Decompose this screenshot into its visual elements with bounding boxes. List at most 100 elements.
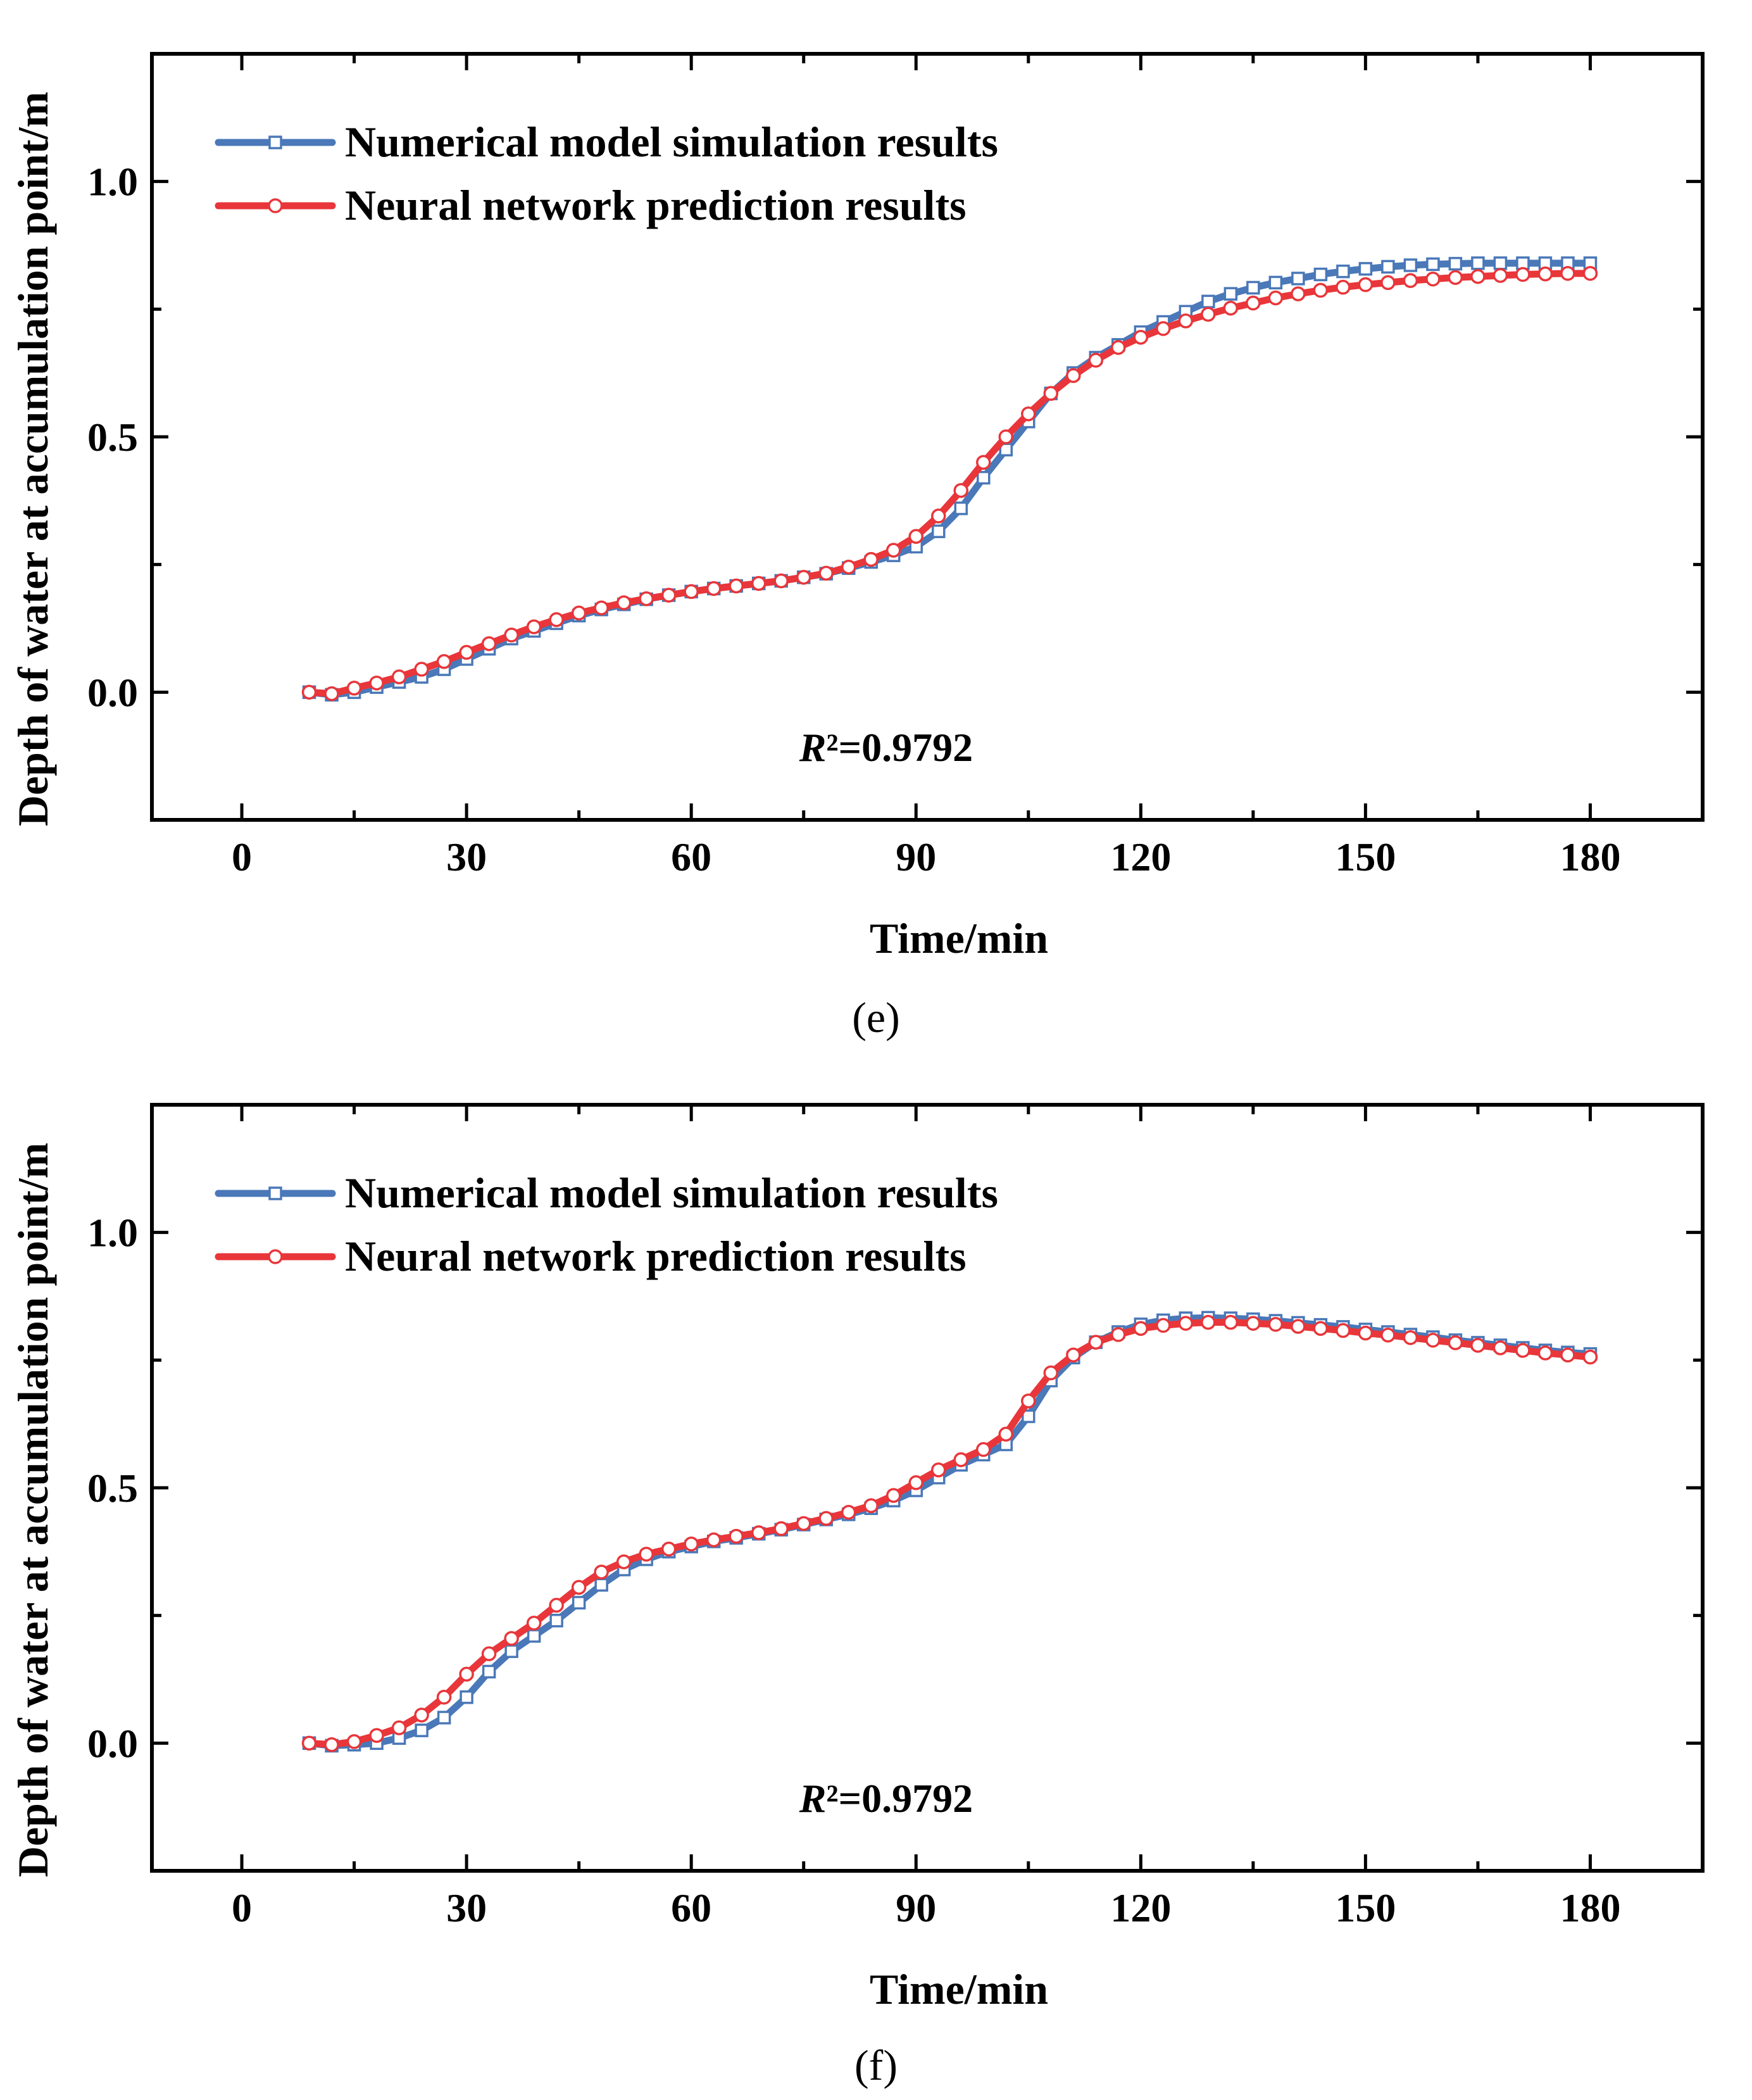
data-point-circle (953, 482, 969, 498)
data-point-circle (773, 573, 789, 589)
data-point-circle (1178, 313, 1194, 329)
x-tick-label: 180 (1560, 1885, 1620, 1930)
data-point-circle (616, 595, 632, 610)
series-line (306, 260, 1594, 698)
data-point-circle (796, 570, 811, 585)
data-point-square (1358, 261, 1373, 276)
x-tick-label: 120 (1110, 1885, 1171, 1930)
data-point-circle (976, 1442, 991, 1457)
data-point-circle (639, 591, 654, 607)
data-point-square (1268, 275, 1283, 290)
legend-label: Numerical model simulation results (345, 118, 998, 166)
data-point-circle (1246, 1316, 1261, 1331)
panel-caption: (e) (852, 993, 899, 1041)
data-point-circle (594, 1564, 609, 1580)
data-point-circle (863, 551, 879, 567)
series-numerical-model (302, 256, 1598, 702)
data-point-circle (526, 1616, 542, 1631)
data-point-circle (1291, 1319, 1306, 1334)
data-point-circle (369, 676, 384, 691)
r-value: ²=0.9792 (826, 725, 973, 770)
data-point-circle (1111, 1327, 1126, 1342)
data-point-circle (1336, 279, 1351, 295)
data-point-circle (1560, 1347, 1575, 1363)
data-point-circle (526, 619, 542, 634)
x-tick-label: 150 (1335, 1885, 1396, 1930)
data-point-circle (1133, 329, 1149, 345)
plot-frame (150, 52, 1705, 822)
data-point-circle (1358, 277, 1373, 292)
data-point-square (1022, 1409, 1036, 1423)
x-tick-label: 0 (232, 1885, 252, 1930)
data-point-square (460, 1690, 473, 1704)
data-point-circle (931, 508, 946, 524)
data-point-circle (639, 1547, 654, 1562)
panel-caption: (f) (854, 2041, 898, 2089)
data-point-circle (436, 1689, 452, 1705)
data-point-circle (1133, 1321, 1149, 1336)
data-point-circle (885, 1488, 901, 1503)
data-point-circle (1403, 273, 1418, 288)
legend-circle-marker (268, 198, 283, 213)
data-point-circle (369, 1728, 384, 1743)
x-tick-label: 150 (1335, 834, 1396, 879)
data-point-circle (1403, 1330, 1418, 1345)
data-point-circle (301, 1735, 317, 1751)
data-point-circle (1201, 1314, 1216, 1330)
data-point-circle (481, 636, 497, 651)
r-squared-annotation: R²=0.9792 (799, 725, 973, 770)
series-line (306, 1319, 1594, 1749)
data-point-circle (751, 575, 766, 591)
data-point-circle (1066, 1347, 1081, 1363)
data-point-circle (1088, 1335, 1104, 1350)
data-point-circle (1380, 275, 1396, 291)
series-neural-network (301, 1314, 1598, 1752)
data-point-circle (346, 1734, 362, 1749)
data-point-circle (1021, 1393, 1036, 1409)
data-point-circle (908, 1475, 923, 1490)
data-point-circle (324, 1737, 339, 1752)
data-point-circle (841, 559, 856, 575)
data-point-circle (661, 1542, 677, 1557)
data-point-circle (549, 1597, 564, 1613)
data-point-square (437, 1711, 451, 1725)
data-point-circle (1470, 268, 1486, 284)
data-point-square (1471, 256, 1485, 270)
r-italic: R (799, 725, 827, 770)
y-tick-label: 0.0 (87, 670, 138, 715)
data-point-circle (324, 686, 339, 701)
data-point-circle (1043, 1365, 1059, 1381)
data-point-circle (863, 1498, 879, 1513)
data-point-square (1403, 258, 1418, 272)
data-point-circle (1291, 286, 1306, 301)
data-point-square (932, 524, 946, 538)
data-point-circle (459, 644, 474, 660)
data-point-circle (1268, 1317, 1284, 1332)
legend-label: Neural network prediction results (345, 1232, 967, 1280)
x-tick-label: 0 (232, 834, 252, 879)
y-tick-label: 0.0 (87, 1721, 138, 1766)
data-point-circle (391, 669, 407, 684)
data-point-circle (1156, 1317, 1171, 1333)
data-point-circle (1246, 295, 1261, 311)
x-tick-label: 90 (896, 834, 936, 879)
data-point-circle (818, 1511, 834, 1526)
data-point-circle (1268, 290, 1284, 306)
x-tick-label: 120 (1110, 834, 1171, 879)
data-point-circle (885, 543, 901, 558)
data-point-circle (1313, 1321, 1329, 1336)
data-point-circle (301, 684, 317, 700)
data-point-circle (1156, 321, 1171, 336)
x-tick-label: 60 (671, 1885, 711, 1930)
legend: Numerical model simulation results Neural… (215, 1169, 998, 1280)
caption-text: (f) (854, 2041, 898, 2089)
data-point-circle (1515, 267, 1530, 282)
data-point-circle (1492, 268, 1508, 283)
data-point-circle (436, 654, 452, 669)
data-point-circle (998, 429, 1014, 444)
data-point-circle (976, 455, 991, 470)
caption-text: (e) (852, 993, 899, 1041)
data-point-square (1493, 256, 1508, 270)
data-point-square (482, 1664, 496, 1679)
data-point-circle (1111, 340, 1126, 355)
